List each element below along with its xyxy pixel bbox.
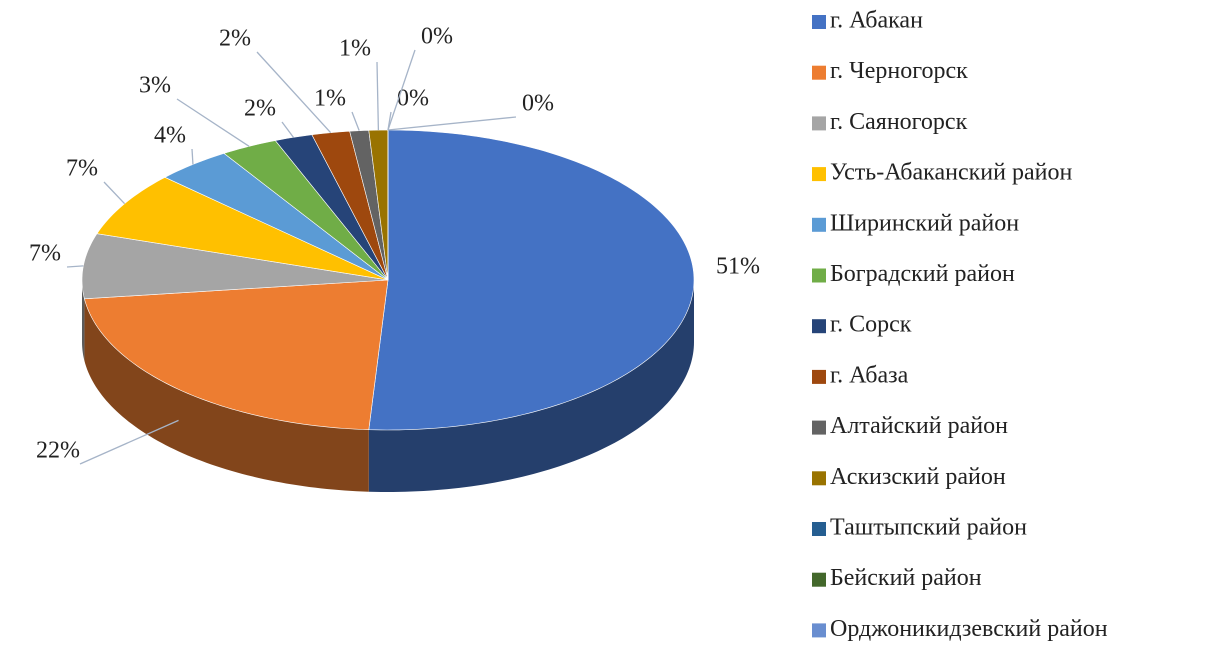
legend-swatch	[812, 420, 826, 435]
data-label: 1%	[339, 36, 371, 62]
data-label: 51%	[716, 254, 760, 280]
legend-swatch	[812, 369, 826, 384]
legend-label: г. Черногорск	[830, 58, 968, 84]
leader-line	[281, 121, 294, 138]
leader-line	[79, 419, 179, 465]
slice-side	[84, 298, 369, 492]
data-label: 0%	[421, 24, 453, 50]
legend-label: Бейский район	[830, 565, 982, 591]
legend-swatch	[812, 217, 826, 232]
legend-swatch	[812, 319, 826, 334]
legend-swatch	[812, 471, 826, 486]
leader-line	[66, 265, 84, 268]
leader-line	[351, 111, 360, 131]
data-label: 0%	[397, 86, 429, 112]
slice-side	[368, 280, 694, 492]
data-label: 4%	[154, 123, 186, 149]
leader-line	[376, 61, 380, 131]
legend-swatch	[812, 65, 826, 80]
legend-label: Орджоникидзевский район	[830, 616, 1108, 642]
leader-line	[256, 51, 332, 134]
legend-label: Алтайский район	[830, 413, 1008, 439]
legend-label: г. Саяногорск	[830, 109, 968, 135]
legend-label: Ширинский район	[830, 210, 1019, 236]
data-label: 2%	[244, 96, 276, 122]
legend-label: г. Сорск	[830, 312, 912, 338]
legend-swatch	[812, 572, 826, 587]
leader-line	[191, 148, 194, 165]
slice	[96, 176, 389, 281]
slice	[223, 140, 389, 281]
legend-label: Аскизский район	[830, 464, 1006, 490]
legend-label: г. Абаза	[830, 362, 909, 388]
data-label: 22%	[36, 438, 80, 464]
leader-line	[103, 181, 126, 205]
leader-line	[387, 116, 517, 131]
slice	[368, 129, 695, 431]
data-label: 7%	[66, 156, 98, 182]
slice	[311, 130, 389, 281]
legend-label: г. Абакан	[830, 8, 923, 34]
data-label: 1%	[314, 86, 346, 112]
legend-label: Таштыпский район	[830, 515, 1027, 541]
data-label: 2%	[219, 26, 251, 52]
legend-swatch	[812, 167, 826, 182]
data-label: 0%	[522, 91, 554, 117]
legend-label: Усть-Абаканский район	[830, 160, 1072, 186]
leader-line	[387, 49, 416, 131]
slice	[164, 153, 389, 281]
data-label: 7%	[29, 241, 61, 267]
legend-label: Боградский район	[830, 261, 1015, 287]
legend-swatch	[812, 15, 826, 29]
slice	[84, 279, 389, 431]
slice	[274, 134, 389, 281]
slice-side	[82, 280, 85, 361]
data-label: 3%	[139, 73, 171, 99]
leader-line	[176, 98, 250, 147]
legend-swatch	[812, 268, 826, 283]
legend-swatch	[812, 116, 826, 131]
legend-swatch	[812, 522, 826, 536]
legend-swatch	[812, 623, 826, 638]
